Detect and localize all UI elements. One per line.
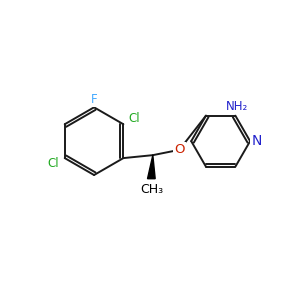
- Text: F: F: [91, 93, 98, 106]
- Text: O: O: [174, 143, 184, 156]
- Text: Cl: Cl: [129, 112, 140, 125]
- Text: Cl: Cl: [48, 157, 59, 170]
- Text: N: N: [251, 134, 262, 148]
- Polygon shape: [148, 155, 155, 179]
- Text: CH₃: CH₃: [140, 182, 163, 196]
- Text: NH₂: NH₂: [226, 100, 248, 113]
